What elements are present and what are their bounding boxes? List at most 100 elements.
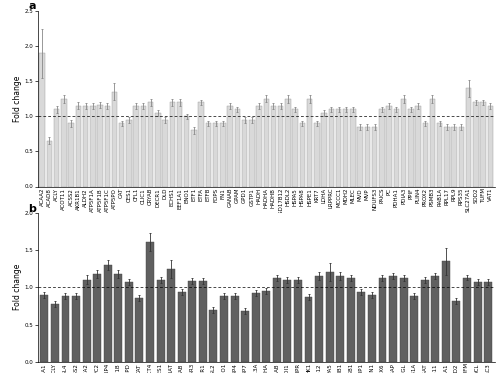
Bar: [304, 297, 312, 362]
Bar: [220, 296, 228, 362]
Bar: [51, 304, 59, 362]
Bar: [474, 282, 482, 362]
Bar: [271, 106, 276, 186]
Bar: [358, 292, 366, 362]
Bar: [389, 276, 397, 362]
Bar: [314, 123, 320, 186]
Bar: [126, 120, 132, 186]
Y-axis label: Fold change: Fold change: [13, 264, 22, 310]
Bar: [284, 280, 292, 362]
Bar: [68, 123, 74, 186]
Bar: [146, 242, 154, 362]
Bar: [188, 281, 196, 362]
Bar: [336, 276, 344, 362]
Bar: [480, 102, 486, 186]
Bar: [136, 298, 143, 362]
Bar: [378, 278, 386, 362]
Bar: [119, 123, 124, 186]
Bar: [249, 120, 254, 186]
Bar: [177, 102, 182, 186]
Bar: [83, 106, 88, 186]
Bar: [98, 105, 102, 186]
Bar: [372, 127, 378, 186]
Bar: [199, 281, 207, 362]
Text: b: b: [28, 204, 36, 214]
Bar: [192, 131, 196, 186]
Bar: [422, 123, 428, 186]
Bar: [294, 280, 302, 362]
Y-axis label: Fold change: Fold change: [13, 76, 22, 122]
Bar: [213, 123, 218, 186]
Bar: [234, 109, 240, 186]
Bar: [46, 141, 52, 186]
Bar: [273, 278, 281, 362]
Bar: [444, 127, 450, 186]
Bar: [437, 123, 442, 186]
Bar: [54, 109, 60, 186]
Bar: [112, 92, 117, 186]
Bar: [442, 261, 450, 362]
Bar: [178, 292, 186, 362]
Bar: [93, 274, 101, 362]
Bar: [343, 109, 348, 186]
Bar: [76, 106, 81, 186]
Bar: [104, 265, 112, 362]
Bar: [463, 278, 471, 362]
Bar: [242, 120, 248, 186]
Bar: [484, 282, 492, 362]
Bar: [452, 127, 457, 186]
Bar: [40, 53, 45, 186]
Bar: [458, 127, 464, 186]
Bar: [184, 116, 190, 186]
Bar: [167, 269, 175, 362]
Bar: [394, 109, 399, 186]
Bar: [82, 280, 90, 362]
Bar: [220, 123, 226, 186]
Bar: [104, 106, 110, 186]
Bar: [72, 296, 80, 362]
Bar: [262, 291, 270, 362]
Bar: [386, 106, 392, 186]
Bar: [40, 295, 48, 362]
Bar: [410, 296, 418, 362]
Bar: [170, 102, 175, 186]
Bar: [256, 106, 262, 186]
Bar: [134, 106, 139, 186]
Bar: [347, 278, 354, 362]
Bar: [162, 120, 168, 186]
Bar: [421, 280, 428, 362]
Bar: [228, 106, 233, 186]
Bar: [198, 102, 204, 186]
Bar: [252, 293, 260, 362]
Bar: [292, 109, 298, 186]
Bar: [379, 109, 384, 186]
Bar: [401, 99, 406, 186]
Bar: [90, 106, 96, 186]
Bar: [155, 113, 160, 186]
Bar: [322, 113, 327, 186]
Bar: [114, 274, 122, 362]
Bar: [300, 123, 305, 186]
Bar: [315, 276, 323, 362]
Bar: [473, 102, 478, 186]
Bar: [336, 109, 341, 186]
Bar: [326, 272, 334, 362]
Bar: [488, 106, 493, 186]
Bar: [206, 123, 211, 186]
Text: a: a: [28, 1, 36, 11]
Bar: [264, 99, 269, 186]
Bar: [416, 106, 420, 186]
Bar: [432, 276, 440, 362]
Bar: [285, 99, 290, 186]
Bar: [156, 280, 164, 362]
Bar: [350, 109, 356, 186]
Bar: [364, 127, 370, 186]
Bar: [278, 106, 283, 186]
Bar: [328, 109, 334, 186]
Bar: [140, 106, 146, 186]
Bar: [452, 301, 460, 362]
Bar: [368, 295, 376, 362]
Bar: [466, 88, 471, 186]
Bar: [148, 102, 154, 186]
Bar: [210, 310, 218, 362]
